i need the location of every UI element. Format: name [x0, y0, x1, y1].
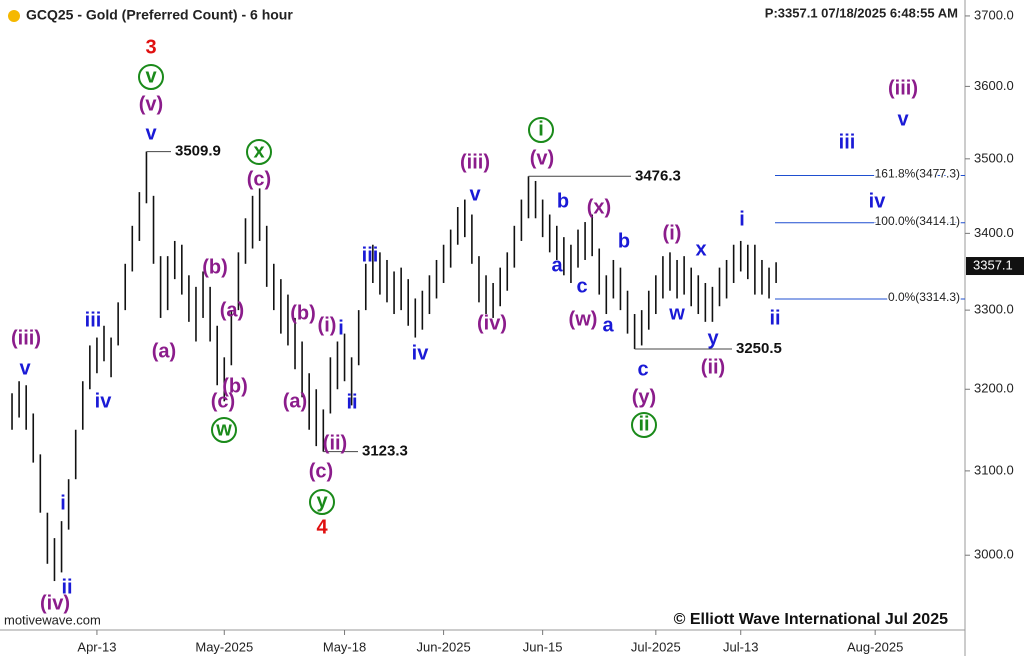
y-tick-label: 3200.0 [974, 381, 1014, 396]
wave-label: iv [95, 390, 113, 412]
wave-label: a [602, 314, 614, 336]
wave-circle [138, 64, 164, 90]
price-label: 3123.3 [362, 443, 408, 460]
wave-label: ii [769, 307, 780, 329]
wave-label: v [19, 357, 31, 379]
wave-label: iv [869, 190, 887, 212]
wave-label: (iv) [477, 312, 507, 334]
wave-label: b [618, 230, 630, 252]
wave-circle [528, 117, 554, 143]
wave-label: (b) [202, 256, 228, 278]
wave-label: ii [638, 413, 649, 435]
status-dot [8, 10, 20, 22]
wave-label: ii [61, 576, 72, 598]
x-tick-label: Jul-13 [723, 639, 758, 654]
wave-label: (ii) [323, 432, 347, 454]
wave-label: (a) [220, 299, 244, 321]
wave-label: i [338, 317, 344, 339]
fib-label: 100.0%(3414.1) [875, 214, 960, 228]
wave-label: (iv) [40, 592, 70, 614]
wave-label: x [253, 140, 264, 162]
wave-label: (i) [663, 222, 682, 244]
wave-label: (c) [247, 168, 271, 190]
wave-label: y [707, 327, 719, 349]
x-tick-label: Jun-15 [523, 639, 563, 654]
wave-label: 3 [145, 36, 156, 58]
price-label: 3250.5 [736, 340, 782, 357]
wave-circle [309, 489, 335, 515]
chart-title: GCQ25 - Gold (Preferred Count) - 6 hour [26, 7, 293, 23]
wave-label: ii [346, 391, 357, 413]
wave-label: (a) [152, 340, 176, 362]
wave-label: c [576, 275, 587, 297]
price-label: 3509.9 [175, 143, 221, 160]
wave-label: a [551, 254, 563, 276]
y-tick-label: 3500.0 [974, 150, 1014, 165]
wave-label: (c) [309, 460, 333, 482]
y-tick-label: 3300.0 [974, 302, 1014, 317]
last-price-label: 3357.1 [973, 257, 1013, 272]
x-tick-label: Apr-13 [77, 639, 116, 654]
wave-label: i [739, 208, 745, 230]
wave-label: iii [362, 244, 379, 266]
wave-label: w [215, 418, 232, 440]
wave-label: (x) [587, 196, 611, 218]
x-tick-label: Aug-2025 [847, 639, 903, 654]
source: motivewave.com [4, 612, 101, 627]
wave-label: i [60, 492, 66, 514]
wave-label: (y) [632, 386, 656, 408]
wave-label: (a) [283, 390, 307, 412]
y-tick-label: 3400.0 [974, 225, 1014, 240]
wave-label: v [145, 65, 157, 87]
wave-label: (ii) [701, 356, 725, 378]
wave-circle [631, 412, 657, 438]
status-text: P:3357.1 07/18/2025 6:48:55 AM [765, 5, 958, 20]
x-tick-label: Jun-2025 [416, 639, 470, 654]
wave-label: b [557, 190, 569, 212]
x-tick-label: Jul-2025 [631, 639, 681, 654]
wave-label: (c) [211, 390, 235, 412]
wave-label: x [695, 238, 706, 260]
wave-label: iii [85, 309, 102, 331]
wave-label: (v) [139, 93, 163, 115]
wave-label: (iii) [460, 151, 490, 173]
x-tick-label: May-2025 [195, 639, 253, 654]
wave-label: iv [412, 342, 430, 364]
fib-label: 0.0%(3314.3) [888, 290, 960, 304]
wave-label: c [637, 358, 648, 380]
wave-circle [246, 139, 272, 165]
wave-label: (iii) [11, 327, 41, 349]
y-tick-label: 3700.0 [974, 7, 1014, 22]
wave-label: y [316, 490, 328, 512]
price-label: 3476.3 [635, 167, 681, 184]
wave-label: v [469, 183, 481, 205]
copyright: © Elliott Wave International Jul 2025 [674, 611, 948, 628]
wave-label: (b) [222, 375, 248, 397]
wave-label: v [145, 122, 157, 144]
fib-label: 161.8%(3477.3) [875, 167, 960, 181]
y-tick-label: 3100.0 [974, 462, 1014, 477]
wave-label: iii [839, 131, 856, 153]
x-tick-label: May-18 [323, 639, 366, 654]
wave-label: w [668, 302, 685, 324]
wave-label: (iii) [888, 77, 918, 99]
wave-label: (i) [318, 314, 337, 336]
wave-label: (v) [530, 147, 554, 169]
wave-label: i [538, 118, 544, 140]
wave-label: 4 [316, 516, 328, 538]
wave-label: (b) [290, 302, 316, 324]
y-tick-label: 3000.0 [974, 547, 1014, 562]
y-tick-label: 3600.0 [974, 78, 1014, 93]
last-price-box [966, 257, 1024, 276]
wave-circle [211, 417, 237, 443]
wave-label: v [897, 108, 909, 130]
wave-label: (w) [569, 308, 598, 330]
